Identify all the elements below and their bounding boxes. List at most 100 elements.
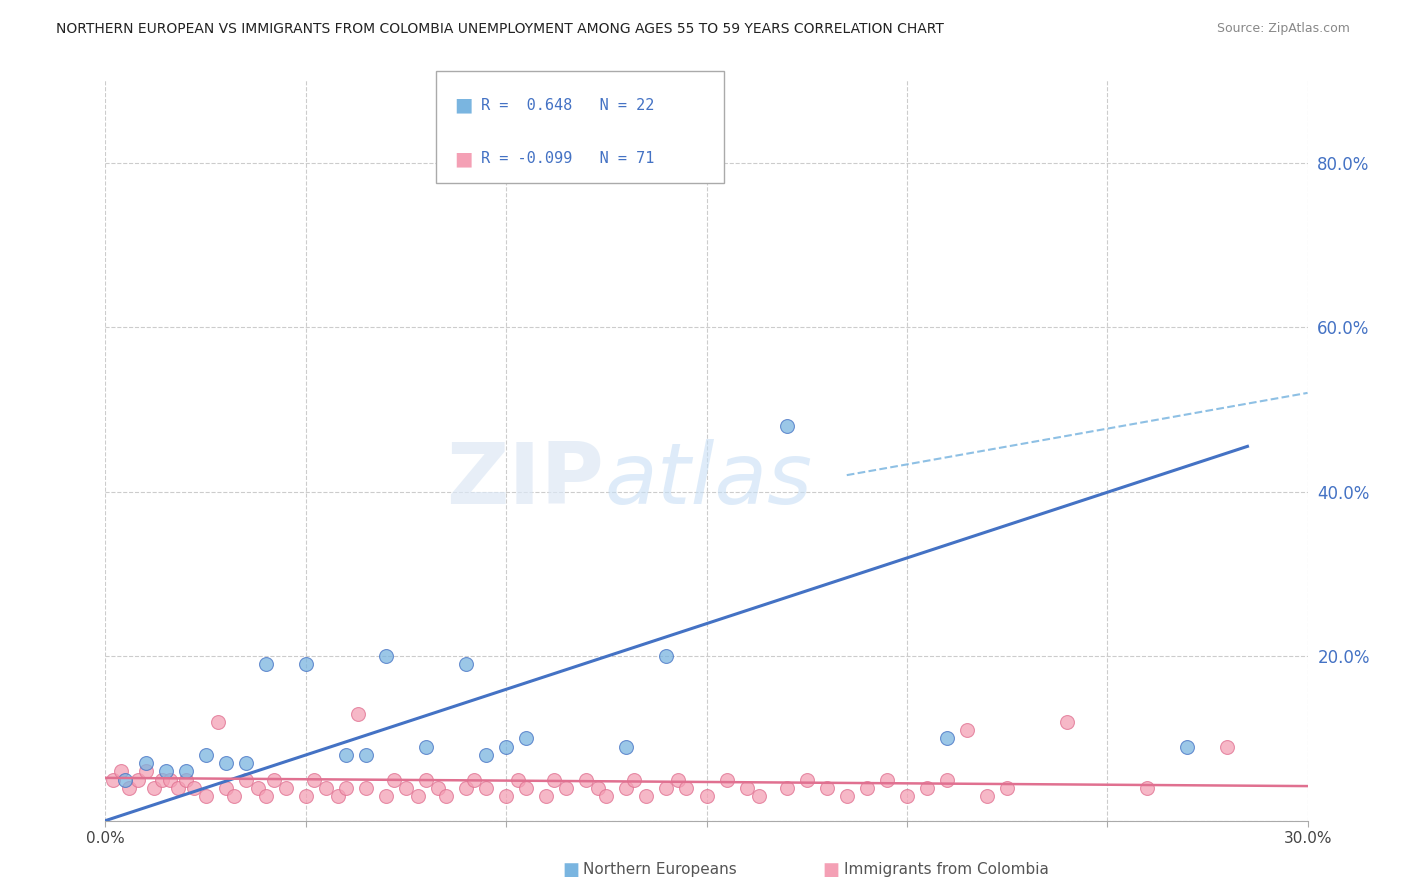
- Point: [1216, 739, 1239, 754]
- Point: [623, 772, 645, 787]
- Point: [515, 780, 537, 795]
- Point: [995, 780, 1018, 795]
- Point: [302, 772, 325, 787]
- Text: Immigrants from Colombia: Immigrants from Colombia: [844, 863, 1049, 877]
- Point: [427, 780, 450, 795]
- Point: [110, 764, 132, 779]
- Point: [876, 772, 898, 787]
- Point: [735, 780, 758, 795]
- Point: [936, 731, 959, 746]
- Point: [222, 789, 245, 803]
- Text: R =  0.648   N = 22: R = 0.648 N = 22: [481, 98, 654, 112]
- Point: [194, 789, 217, 803]
- Point: [295, 789, 318, 803]
- Point: [696, 789, 718, 803]
- Text: ■: ■: [562, 861, 579, 879]
- Point: [575, 772, 598, 787]
- Point: [274, 780, 297, 795]
- Point: [776, 418, 799, 433]
- Point: [254, 789, 277, 803]
- Point: [976, 789, 998, 803]
- Text: ■: ■: [823, 861, 839, 879]
- Point: [415, 739, 437, 754]
- Point: [166, 780, 188, 795]
- Point: [295, 657, 318, 672]
- Point: [936, 772, 959, 787]
- Point: [374, 649, 398, 664]
- Point: [454, 657, 477, 672]
- Text: Northern Europeans: Northern Europeans: [583, 863, 737, 877]
- Text: R = -0.099   N = 71: R = -0.099 N = 71: [481, 152, 654, 166]
- Point: [214, 756, 236, 770]
- Point: [616, 780, 638, 795]
- Point: [855, 780, 877, 795]
- Point: [835, 789, 858, 803]
- Point: [194, 747, 217, 762]
- Point: [374, 789, 398, 803]
- Point: [716, 772, 738, 787]
- Point: [675, 780, 697, 795]
- Point: [207, 714, 229, 729]
- Point: [174, 772, 197, 787]
- Point: [896, 789, 918, 803]
- Point: [1056, 714, 1078, 729]
- Point: [555, 780, 578, 795]
- Point: [406, 789, 429, 803]
- Point: [142, 780, 165, 795]
- Point: [235, 756, 257, 770]
- Point: [395, 780, 418, 795]
- Point: [463, 772, 485, 787]
- Point: [748, 789, 770, 803]
- Point: [534, 789, 557, 803]
- Point: [354, 780, 377, 795]
- Point: [159, 772, 181, 787]
- Point: [354, 747, 377, 762]
- Point: [335, 747, 357, 762]
- Point: [776, 780, 799, 795]
- Point: [915, 780, 938, 795]
- Point: [263, 772, 285, 787]
- Point: [135, 756, 157, 770]
- Point: [103, 772, 125, 787]
- Point: [326, 789, 349, 803]
- Text: ■: ■: [454, 149, 472, 169]
- Point: [508, 772, 530, 787]
- Point: [155, 764, 177, 779]
- Point: [235, 772, 257, 787]
- Point: [1177, 739, 1199, 754]
- Point: [347, 706, 370, 721]
- Point: [118, 780, 141, 795]
- Point: [246, 780, 269, 795]
- Point: [796, 772, 818, 787]
- Point: [595, 789, 617, 803]
- Point: [174, 764, 197, 779]
- Point: [655, 649, 678, 664]
- Point: [150, 772, 173, 787]
- Point: [543, 772, 565, 787]
- Point: [616, 739, 638, 754]
- Point: [1136, 780, 1159, 795]
- Point: [315, 780, 337, 795]
- Text: Source: ZipAtlas.com: Source: ZipAtlas.com: [1216, 22, 1350, 36]
- Point: [815, 780, 838, 795]
- Point: [434, 789, 457, 803]
- Point: [475, 780, 498, 795]
- Point: [588, 780, 610, 795]
- Point: [454, 780, 477, 795]
- Point: [956, 723, 979, 738]
- Point: [655, 780, 678, 795]
- Point: [382, 772, 405, 787]
- Text: ZIP: ZIP: [447, 439, 605, 522]
- Text: ■: ■: [454, 95, 472, 115]
- Point: [495, 789, 517, 803]
- Point: [114, 772, 136, 787]
- Point: [415, 772, 437, 787]
- Point: [214, 780, 236, 795]
- Point: [495, 739, 517, 754]
- Point: [254, 657, 277, 672]
- Point: [475, 747, 498, 762]
- Point: [636, 789, 658, 803]
- Point: [668, 772, 690, 787]
- Point: [135, 764, 157, 779]
- Point: [515, 731, 537, 746]
